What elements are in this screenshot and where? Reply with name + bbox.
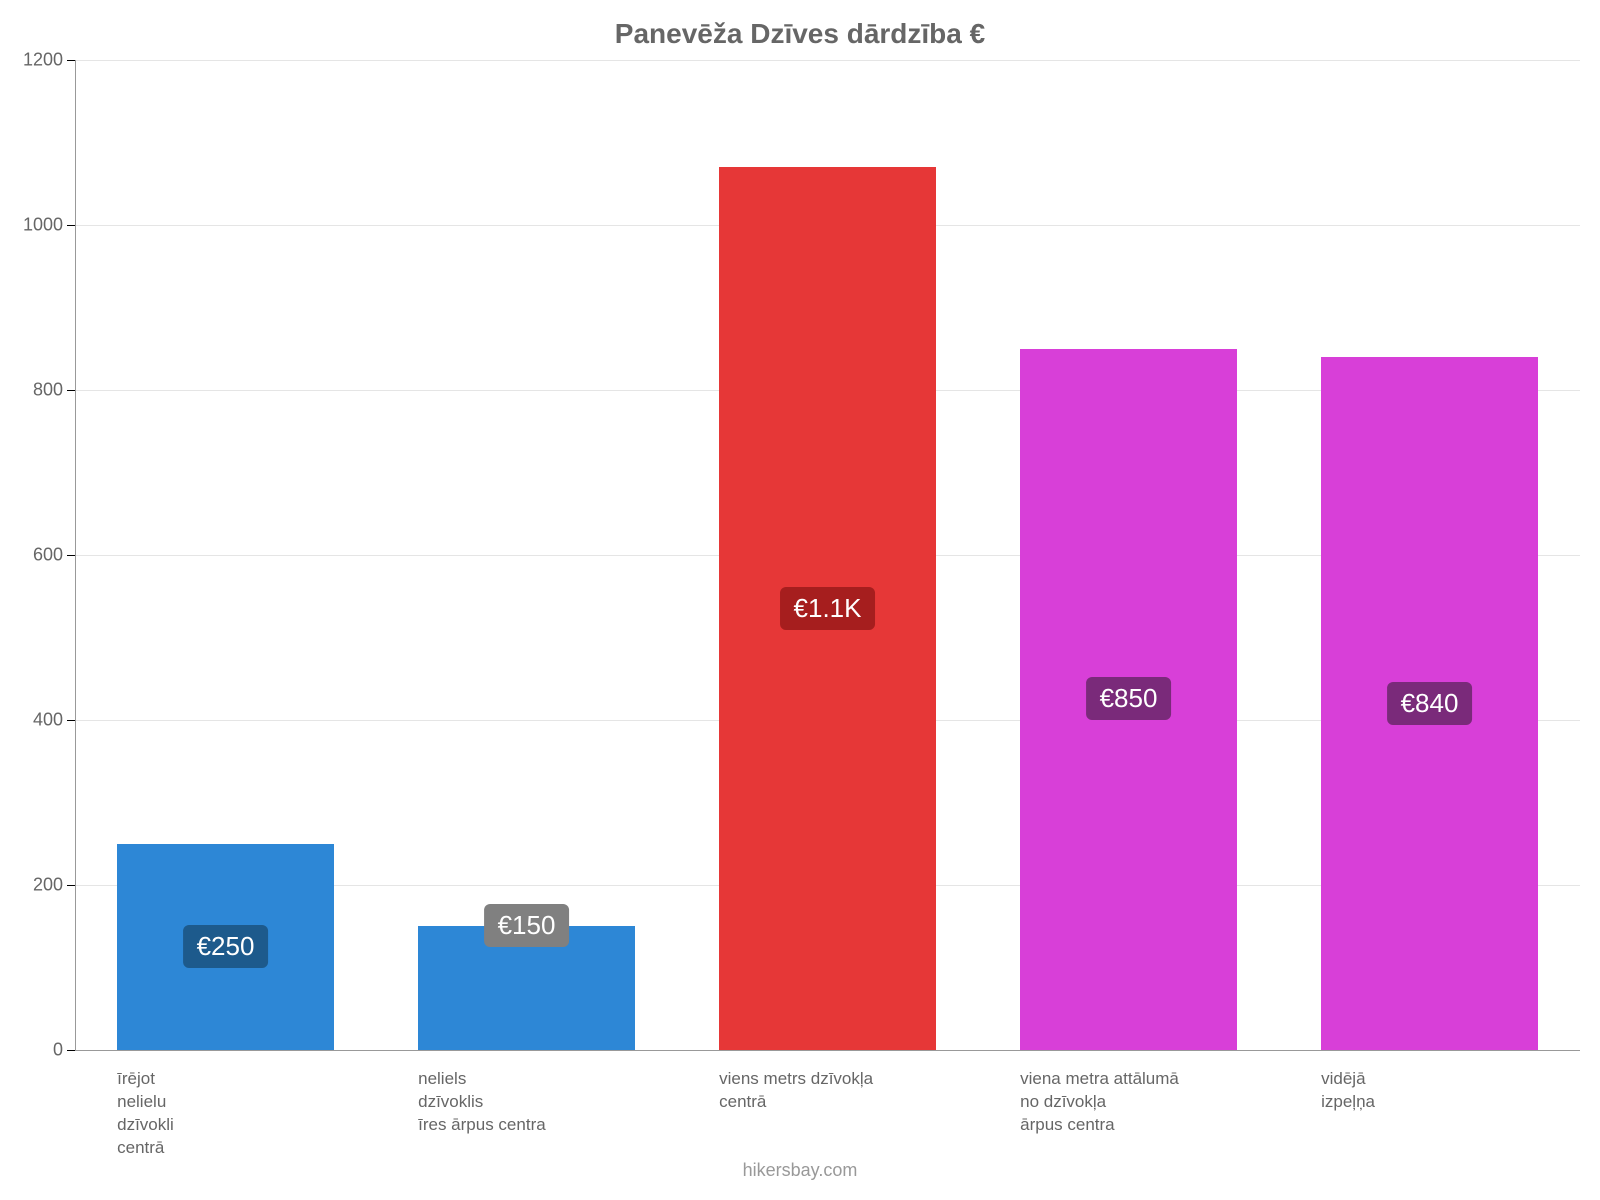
ytick-label: 200 xyxy=(33,875,75,896)
chart-footer: hikersbay.com xyxy=(0,1160,1600,1181)
ytick-label: 800 xyxy=(33,380,75,401)
xtick-label: īrējot nelielu dzīvokli centrā xyxy=(117,1050,334,1160)
bar-value-label: €840 xyxy=(1387,682,1473,725)
bar-value-label: €1.1K xyxy=(780,587,876,630)
ytick-label: 600 xyxy=(33,545,75,566)
bar-value-label: €150 xyxy=(484,904,570,947)
ytick-label: 0 xyxy=(53,1040,75,1061)
bar-value-label: €850 xyxy=(1086,677,1172,720)
y-axis-line xyxy=(75,60,76,1050)
plot-area: 020040060080010001200€250īrējot nelielu … xyxy=(75,60,1580,1050)
xtick-label: vidējā izpeļņa xyxy=(1321,1050,1538,1114)
grid-line xyxy=(75,60,1580,61)
xtick-label: viens metrs dzīvokļa centrā xyxy=(719,1050,936,1114)
xtick-label: neliels dzīvoklis īres ārpus centra xyxy=(418,1050,635,1137)
xtick-label: viena metra attālumā no dzīvokļa ārpus c… xyxy=(1020,1050,1237,1137)
ytick-label: 1200 xyxy=(23,50,75,71)
ytick-label: 1000 xyxy=(23,215,75,236)
chart-title: Panevēža Dzīves dārdzība € xyxy=(0,18,1600,50)
chart-container: Panevēža Dzīves dārdzība € 0200400600800… xyxy=(0,0,1600,1200)
bar-value-label: €250 xyxy=(183,925,269,968)
ytick-label: 400 xyxy=(33,710,75,731)
